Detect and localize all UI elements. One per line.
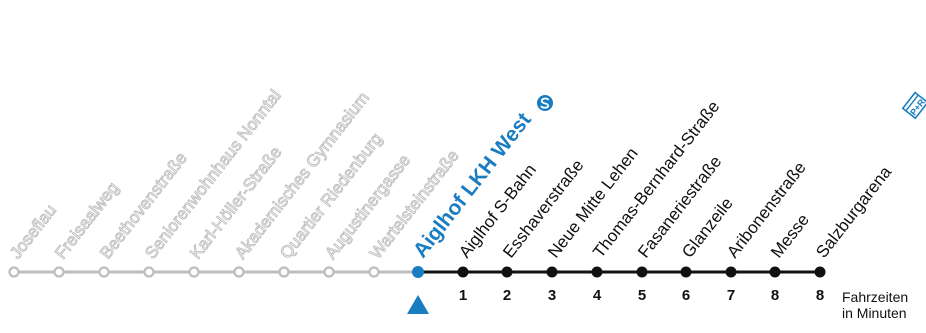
past-stop-dot — [188, 266, 200, 278]
upcoming-stop-label: Salzburgarena — [812, 162, 895, 261]
stop-markers — [8, 266, 826, 278]
current-position-marker — [407, 295, 429, 314]
park-and-ride-icon: P+R — [901, 91, 926, 120]
travel-time-minutes: 6 — [682, 287, 690, 304]
upcoming-stop-dot — [680, 266, 692, 278]
travel-time-minutes: 7 — [727, 287, 735, 304]
upcoming-stop-dot — [546, 266, 558, 278]
current-stop-dot — [412, 266, 424, 278]
travel-time-minutes: 4 — [593, 287, 602, 304]
travel-time-minutes: 5 — [638, 287, 646, 304]
past-stop-dot — [233, 266, 245, 278]
upcoming-stop-label: Messe — [767, 210, 813, 261]
legend-line-1: Fahrzeiten — [842, 289, 909, 305]
past-stop-dot — [368, 266, 380, 278]
upcoming-stop-dot — [457, 266, 469, 278]
legend-line-2: in Minuten — [842, 305, 907, 321]
stop-labels: JosefiauFreisaalwegBeethovenstraßeSenior… — [6, 86, 926, 263]
upcoming-stop-dot — [501, 266, 513, 278]
travel-time-minutes: 8 — [771, 287, 779, 304]
upcoming-stop-label: Esshaverstraße — [499, 156, 587, 262]
past-stop-dot — [98, 266, 110, 278]
past-stop-dot — [323, 266, 335, 278]
upcoming-stop-dot — [769, 266, 781, 278]
past-stop-dot — [53, 266, 65, 278]
past-stop-dot — [143, 266, 155, 278]
upcoming-stop-label: Aribonenstraße — [723, 158, 810, 261]
past-stop-label: Josefiau — [6, 201, 60, 263]
past-stop-dot — [278, 266, 290, 278]
travel-time-minutes: 2 — [503, 287, 511, 304]
travel-time-minutes: 3 — [548, 287, 556, 304]
s-bahn-icon — [537, 95, 553, 111]
upcoming-stop-dot — [591, 266, 603, 278]
upcoming-stop-dot — [636, 266, 648, 278]
upcoming-stop-dot — [814, 266, 826, 278]
travel-time-minutes: 8 — [816, 287, 824, 304]
travel-times: 1 2 3 4 5 6 7 8 8 — [459, 287, 824, 304]
past-stop-dot — [8, 266, 20, 278]
travel-time-legend: Fahrzeiten in Minuten — [842, 289, 908, 321]
travel-time-minutes: 1 — [459, 287, 467, 304]
upcoming-stop-dot — [725, 266, 737, 278]
